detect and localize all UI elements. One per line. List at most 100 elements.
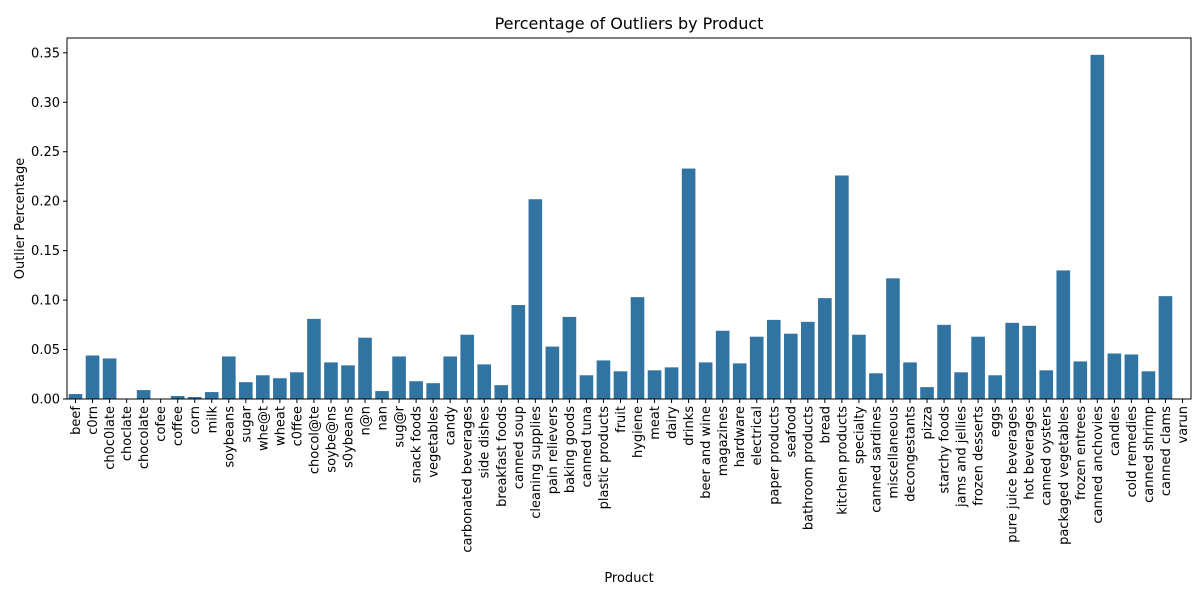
y-axis-label: Outlier Percentage bbox=[13, 158, 28, 279]
x-tick-label: carbonated beverages bbox=[461, 406, 476, 553]
bar bbox=[1022, 325, 1037, 399]
bar bbox=[290, 372, 304, 399]
chart-title: Percentage of Outliers by Product bbox=[495, 14, 764, 33]
x-tick-label: frozen desserts bbox=[972, 406, 987, 506]
x-tick-label: c0ffee bbox=[290, 406, 305, 446]
bar bbox=[647, 370, 662, 399]
x-tick-label: pizza bbox=[921, 406, 936, 439]
x-tick-label: baking goods bbox=[563, 406, 578, 493]
bar bbox=[426, 383, 440, 399]
x-tick-label: eggs bbox=[989, 406, 1004, 438]
bar bbox=[749, 336, 764, 399]
x-tick-label: packaged vegetables bbox=[1057, 406, 1072, 545]
x-tick-label: canned oysters bbox=[1040, 406, 1055, 506]
x-tick-label: vegetables bbox=[427, 406, 442, 478]
bar bbox=[273, 378, 287, 399]
bar bbox=[562, 316, 577, 399]
bar bbox=[511, 305, 526, 399]
y-tick-label: 0.00 bbox=[31, 393, 60, 408]
x-tick-label: soybe@ns bbox=[324, 406, 339, 473]
x-tick-label: s0ybeans bbox=[342, 406, 357, 468]
x-tick-label: pure juice beverages bbox=[1006, 406, 1021, 543]
bar bbox=[818, 298, 832, 399]
bar bbox=[392, 356, 406, 399]
bar bbox=[630, 297, 645, 399]
bar bbox=[545, 346, 560, 399]
bar bbox=[766, 319, 781, 399]
x-tick-label: candy bbox=[444, 406, 459, 446]
x-tick-label: cold remedies bbox=[1125, 406, 1140, 498]
bar bbox=[324, 362, 338, 399]
x-tick-label: starchy foods bbox=[938, 406, 953, 494]
x-tick-label: canned shrimp bbox=[1142, 406, 1157, 503]
x-tick-label: coffee bbox=[171, 406, 186, 446]
bar bbox=[102, 358, 117, 399]
x-tick-label: plastic products bbox=[597, 406, 612, 510]
x-tick-label: snack foods bbox=[410, 406, 425, 484]
x-tick-label: wheat bbox=[273, 406, 288, 446]
x-tick-label: chocolate bbox=[137, 406, 152, 469]
x-tick-label: jams and jellies bbox=[955, 406, 970, 508]
x-tick-label: bathroom products bbox=[801, 406, 816, 530]
bar bbox=[664, 367, 679, 399]
bar bbox=[136, 390, 151, 399]
bar bbox=[920, 387, 934, 399]
x-tick-label: candles bbox=[1108, 406, 1123, 456]
x-tick-label: pain relievers bbox=[546, 406, 561, 495]
bar bbox=[170, 396, 185, 399]
bar bbox=[937, 324, 951, 399]
bar bbox=[460, 334, 475, 399]
y-tick-label: 0.20 bbox=[31, 195, 60, 210]
x-tick-label: sugar bbox=[239, 405, 254, 442]
bar bbox=[1056, 270, 1071, 399]
bar bbox=[886, 278, 900, 399]
bar bbox=[358, 337, 372, 399]
bar bbox=[903, 362, 917, 399]
x-tick-label: n@n bbox=[359, 406, 374, 435]
bar bbox=[187, 397, 202, 399]
bar bbox=[494, 385, 509, 399]
x-axis-label: Product bbox=[604, 571, 653, 586]
bar bbox=[596, 360, 611, 399]
bar bbox=[698, 362, 713, 399]
x-tick-label: canned clams bbox=[1159, 406, 1174, 496]
x-tick-label: canned anchovies bbox=[1091, 406, 1106, 524]
x-tick-label: ch0c0late bbox=[103, 406, 118, 470]
bar bbox=[204, 392, 219, 399]
bar bbox=[579, 375, 594, 399]
bar bbox=[239, 382, 253, 399]
bar bbox=[801, 321, 815, 399]
x-tick-label: beer and wine bbox=[699, 406, 714, 499]
x-tick-label: meat bbox=[648, 406, 663, 440]
bar bbox=[732, 363, 747, 399]
x-tick-label: whe@t bbox=[256, 406, 271, 451]
bar bbox=[835, 175, 849, 399]
x-tick-label: miscellaneous bbox=[886, 406, 901, 499]
bar bbox=[221, 356, 236, 399]
x-tick-label: cleaning supplies bbox=[529, 406, 544, 519]
bar bbox=[1039, 370, 1054, 399]
bars-group bbox=[68, 54, 1173, 400]
plot-frame bbox=[66, 37, 1192, 400]
bar bbox=[307, 318, 321, 399]
x-tick-label: corn bbox=[188, 406, 203, 434]
bar bbox=[85, 355, 100, 399]
x-axis: beef c0rn ch0c0late choclate chocolate cofee c… bbox=[69, 399, 1191, 553]
x-tick-label: varun bbox=[1176, 406, 1191, 443]
bar bbox=[971, 336, 985, 399]
x-tick-label: canned tuna bbox=[580, 406, 595, 488]
x-tick-label: dairy bbox=[665, 406, 680, 439]
x-tick-label: paper products bbox=[767, 406, 782, 505]
bar bbox=[852, 334, 866, 399]
bar bbox=[409, 381, 423, 399]
bar bbox=[256, 375, 270, 399]
bar bbox=[1107, 353, 1122, 399]
x-tick-label: magazines bbox=[716, 406, 731, 477]
x-tick-label: breakfast foods bbox=[495, 406, 510, 507]
bar bbox=[443, 356, 457, 399]
y-tick-label: 0.30 bbox=[31, 96, 60, 111]
y-tick-label: 0.10 bbox=[31, 294, 60, 309]
bar bbox=[613, 371, 628, 399]
